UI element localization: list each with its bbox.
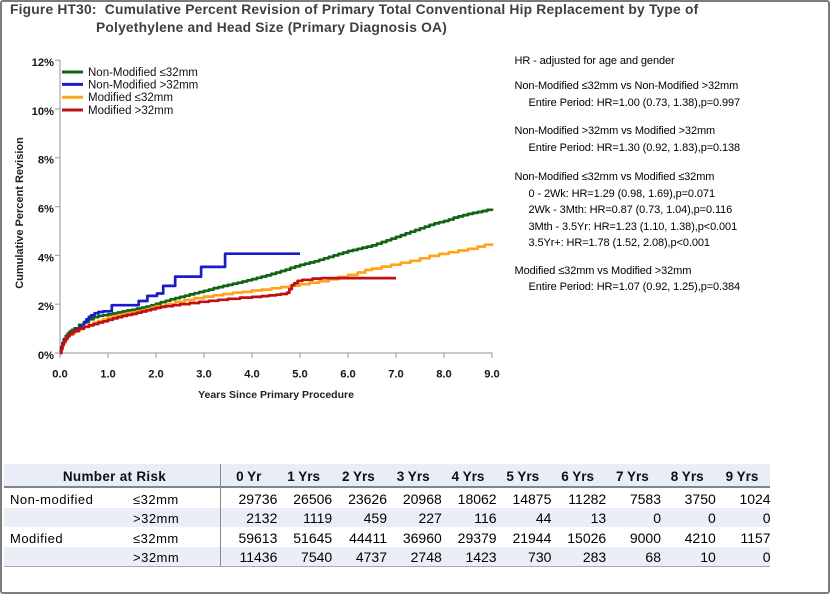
svg-text:4.0: 4.0 bbox=[244, 369, 260, 381]
svg-text:Years Since Primary Procedure: Years Since Primary Procedure bbox=[198, 389, 354, 401]
svg-text:2.0: 2.0 bbox=[148, 369, 164, 381]
svg-text:6%: 6% bbox=[38, 204, 54, 216]
svg-text:2%: 2% bbox=[38, 301, 54, 313]
svg-text:8%: 8% bbox=[38, 155, 54, 167]
svg-text:10%: 10% bbox=[32, 106, 54, 118]
svg-text:0%: 0% bbox=[38, 350, 54, 362]
svg-text:1.0: 1.0 bbox=[100, 369, 116, 381]
svg-text:Modified ≤32mm: Modified ≤32mm bbox=[88, 92, 173, 104]
svg-text:12%: 12% bbox=[32, 57, 54, 69]
svg-text:9.0: 9.0 bbox=[484, 369, 500, 381]
svg-text:6.0: 6.0 bbox=[340, 369, 356, 381]
svg-text:Non-Modified >32mm: Non-Modified >32mm bbox=[88, 79, 198, 91]
svg-text:7.0: 7.0 bbox=[388, 369, 404, 381]
svg-text:5.0: 5.0 bbox=[292, 369, 308, 381]
svg-text:4%: 4% bbox=[38, 252, 54, 264]
svg-text:Modified >32mm: Modified >32mm bbox=[88, 105, 173, 117]
svg-text:8.0: 8.0 bbox=[436, 369, 452, 381]
svg-text:Non-Modified ≤32mm: Non-Modified ≤32mm bbox=[88, 67, 198, 79]
svg-text:0.0: 0.0 bbox=[52, 369, 68, 381]
svg-text:3.0: 3.0 bbox=[196, 369, 212, 381]
svg-text:Cumulative Percent Revision: Cumulative Percent Revision bbox=[14, 137, 26, 289]
